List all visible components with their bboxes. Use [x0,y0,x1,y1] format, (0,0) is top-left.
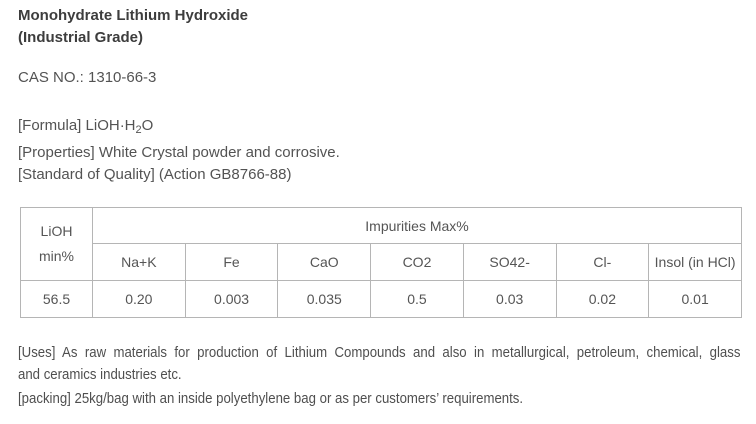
table-row-group-header: LiOH min% Impurities Max% [20,207,742,281]
properties-line: [Properties] White Crystal powder and co… [18,144,340,161]
table-row-values: 56.5 0.20 0.003 0.035 0.5 0.03 0.02 0.01 [20,280,742,318]
product-spec-document: Monohydrate Lithium Hydroxide (Industria… [18,5,742,410]
column-header-fe: Fe [184,243,279,281]
uses-paragraph: [Uses] As raw materials for production o… [18,342,740,386]
footer-text-block: [Uses] As raw materials for production o… [18,342,740,410]
column-header-insol: Insol (in HCl) [648,243,742,281]
column-header-nak: Na+K [92,243,186,281]
lioh-min-header-cell: LiOH min% [20,207,93,281]
standard-of-quality-line: [Standard of Quality] (Action GB8766-88) [18,166,292,183]
value-cell-nak: 0.20 [92,280,186,318]
uses-line1: [Uses] As raw materials for production o… [18,344,741,361]
value-cell-cl: 0.02 [555,280,650,318]
formula-prefix: [Formula] LiOH·H [18,117,136,134]
column-header-cao: CaO [277,243,372,281]
value-cell-co2: 0.5 [370,280,464,318]
formula-suffix: O [141,117,154,134]
column-header-so42: SO42- [462,243,557,281]
impurities-group-header-cell: Impurities Max% [92,207,742,244]
value-cell-insol: 0.01 [648,280,742,318]
cas-number-line: CAS NO.: 1310-66-3 [18,69,157,86]
table-row-sub-header: Na+K Fe CaO CO2 SO42- Cl- Insol (in HCl) [21,243,742,281]
value-cell-so42: 0.03 [462,280,557,318]
value-cell-fe: 0.003 [184,280,279,318]
value-cell-lioh: 56.5 [20,280,93,318]
formula-subscript: 2 [135,124,142,136]
packing-line: [packing] 25kg/bag with an inside polyet… [18,390,524,407]
value-cell-cao: 0.035 [277,280,372,318]
impurities-spec-table: LiOH min% Impurities Max% Na+K Fe CaO CO… [20,207,742,318]
product-title-line1: Monohydrate Lithium Hydroxide [18,7,249,24]
page-title: Monohydrate Lithium Hydroxide (Industria… [18,5,740,49]
column-header-co2: CO2 [370,243,464,281]
formula-line: [Formula] LiOH·H2O [18,115,740,137]
column-header-cl: Cl- [555,243,650,281]
uses-line2: and ceramics industries etc. [18,366,182,383]
product-title-line2: (Industrial Grade) [18,29,144,46]
